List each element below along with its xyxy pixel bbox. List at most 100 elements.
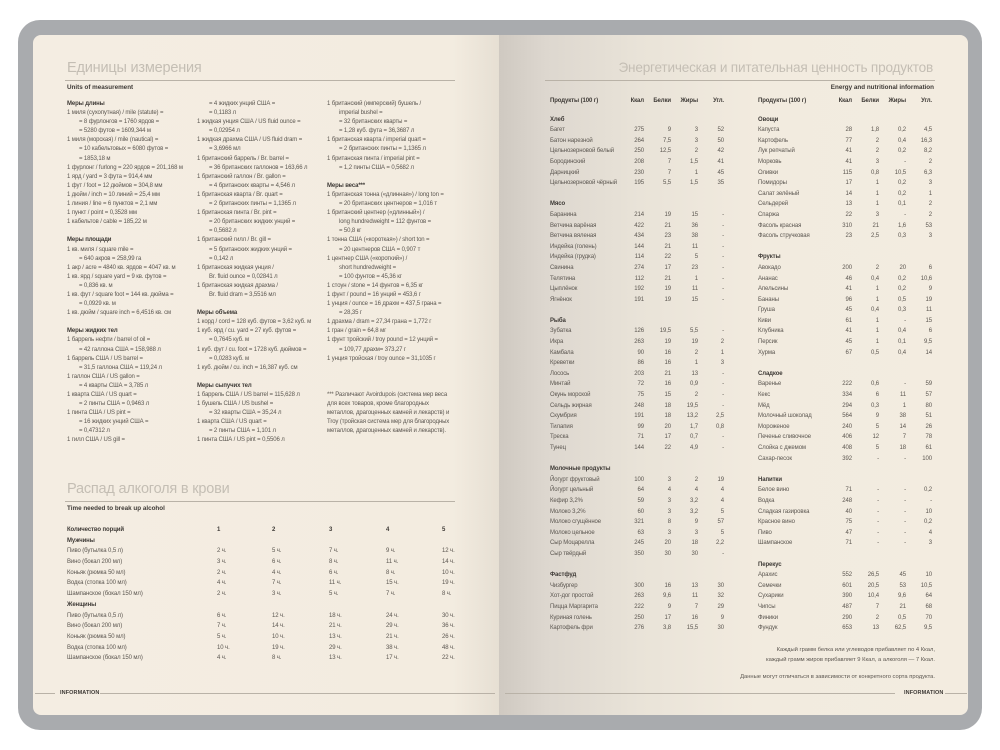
cell-value: 250 (634, 614, 644, 621)
cell-value: - (722, 370, 724, 377)
cell-value: 21 ч. (386, 633, 399, 640)
cell-value: 7 ч. (329, 548, 339, 555)
cell-value: 192 (634, 286, 644, 293)
category-heading: Фрукты (758, 252, 958, 263)
cell-value: 9,5 (923, 339, 932, 346)
cell-value: 100 (634, 476, 644, 483)
unit-line: = 5280 футов = 1609,344 м (79, 128, 151, 135)
table-row: Багет 275 9 3 52 (550, 125, 750, 136)
cell-value: 1,7 (689, 423, 698, 430)
cell-value: 0,4 (870, 307, 879, 314)
unit-line: = 32 кварты США = 35,24 л (209, 410, 282, 417)
category-label: Мясо (550, 201, 566, 208)
cell-value: - (722, 328, 724, 335)
table-row: Финики 290 2 0,5 70 (758, 613, 958, 624)
unit-line: 1 британская жидкая драхма / (197, 282, 278, 289)
section-heading: Меры жидких тел (67, 328, 118, 335)
cell-value: 48 ч. (442, 644, 455, 651)
cell-value: 290 (842, 614, 852, 621)
unit-line: = 4 кварты США = 3,785 л (79, 382, 149, 389)
unit-line: = 0,0283 куб. м (209, 355, 250, 362)
table-row: Сахар-песок 392 - - 100 (758, 454, 958, 465)
cell-value: 195 (634, 180, 644, 187)
unit-line: 1 кабельтов / cable = 185,22 м (67, 219, 147, 226)
spacer (327, 373, 459, 382)
product-name: Авокадо (758, 264, 781, 271)
cell-value: 23 (664, 233, 672, 240)
cell-value: 77 (845, 137, 853, 144)
cell-value: 41 (717, 158, 725, 165)
cell-value: 75 (637, 392, 645, 399)
unit-line: 1 корд / cord = 128 куб. футов = 3,62 ку… (197, 319, 312, 326)
spacer (197, 373, 329, 382)
alcohol-title: Распад алкоголя в крови (67, 481, 230, 497)
cell-value: 36 ч. (442, 623, 455, 630)
cell-value: - (722, 222, 724, 229)
cell-value: 57 (925, 392, 933, 399)
unit-line: 1 унция / ounce = 16 драхм = 437,5 грана… (327, 301, 442, 308)
unit-line: 1 ярд / yard = 3 фута = 914,4 мм (67, 173, 153, 180)
unit-line: = 16 жидких унций США = (79, 419, 149, 426)
group-label: Мужчины (67, 537, 95, 544)
section-heading: Меры площади (67, 237, 112, 244)
unit-line: = 1,2 пинты США = 0,5682 л (339, 164, 414, 171)
category-heading: Рыба (550, 316, 750, 327)
section-heading: Меры сыпучих тел (197, 382, 252, 389)
table-row: Коньяк (рюмка 50 мл) 5 ч. 10 ч. 13 ч. 21 ч. 2… (67, 632, 455, 643)
cell-value: 7 ч. (217, 623, 227, 630)
cell-value: 5,5 (662, 180, 671, 187)
cell-value: 40 (845, 508, 853, 515)
cell-value: 6,3 (923, 169, 932, 176)
category-heading: Перекус (758, 560, 958, 571)
table-row: Вино (бокал 200 мл) 3 ч. 6 ч. 8 ч. 11 ч. 14 ч… (67, 557, 455, 568)
cell-value: - (904, 519, 906, 526)
product-name: Лук репчатый (758, 148, 795, 155)
table-row: Сухарики 390 10,4 9,6 64 (758, 591, 958, 602)
table-row: Салат зелёный 14 1 0,2 1 (758, 189, 958, 200)
product-name: Молоко цельное (550, 529, 595, 536)
cell-value: 9 (720, 614, 724, 621)
cell-value: 19,5 (686, 402, 698, 409)
nutrition-subtitle: Energy and nutritional information (830, 84, 934, 91)
table-row: Печенье сливочное 406 12 7 78 (758, 432, 958, 443)
unit-line: 1 унция тройская / troy ounce = 31,1035 … (327, 355, 436, 362)
product-name: Индейка (голень) (550, 243, 597, 250)
cell-value: 18 (691, 540, 699, 547)
cell-value: 1 (720, 349, 724, 356)
table-row: Коньяк (рюмка 50 мл) 2 ч. 4 ч. 6 ч. 8 ч. 10 ч… (67, 568, 455, 579)
unit-line: = 0,47312 л (79, 428, 110, 435)
cell-value: 21 (664, 243, 672, 250)
table-row: Спаржа 22 3 - 2 (758, 210, 958, 221)
cell-value: 191 (634, 296, 644, 303)
cell-value: 0,4 (897, 349, 906, 356)
unit-line: 1 пинта США / US pint = (67, 410, 131, 417)
cell-value: 0,3 (897, 307, 906, 314)
cell-value: 53 (899, 582, 907, 589)
cell-value: - (722, 211, 724, 218)
cell-value: 6 (875, 392, 879, 399)
cell-value: 1 (875, 317, 879, 324)
product-name: Красное вино (758, 519, 795, 526)
unit-line: 1 центнер США («короткий») / (327, 255, 408, 262)
table-row: Цельнозерновой чёрный 195 5,5 1,5 35 (550, 178, 750, 189)
cell-value: 29 (717, 603, 725, 610)
cell-value: 2 ч. (217, 591, 227, 598)
cell-value: 36 (691, 222, 699, 229)
section-heading: Меры длины (67, 101, 105, 107)
cell-value: 2 (694, 392, 698, 399)
cell-value: 16 (664, 381, 672, 388)
cell-value: 6 ч. (217, 612, 227, 619)
cell-value: 1 (875, 328, 879, 335)
table-row: Фасоль стручковая 23 2,5 0,3 3 (758, 231, 958, 242)
product-name: Шампанское (758, 540, 793, 547)
cell-value: 263 (634, 339, 644, 346)
unit-line: 1 куб. дюйм / cu. inch = 16,387 куб. см (197, 364, 298, 371)
divider (100, 693, 495, 694)
cell-value: Угл. (921, 98, 932, 104)
table-row: Водка 248 - - - (758, 496, 958, 507)
cell-value: 2 ч. (217, 569, 227, 576)
cell-value: 42 (717, 148, 725, 155)
unit-line: 1 кв. дюйм / square inch = 6,4516 кв. см (67, 310, 171, 317)
cell-value: 10 ч. (217, 644, 230, 651)
cell-value: 19 (664, 296, 672, 303)
